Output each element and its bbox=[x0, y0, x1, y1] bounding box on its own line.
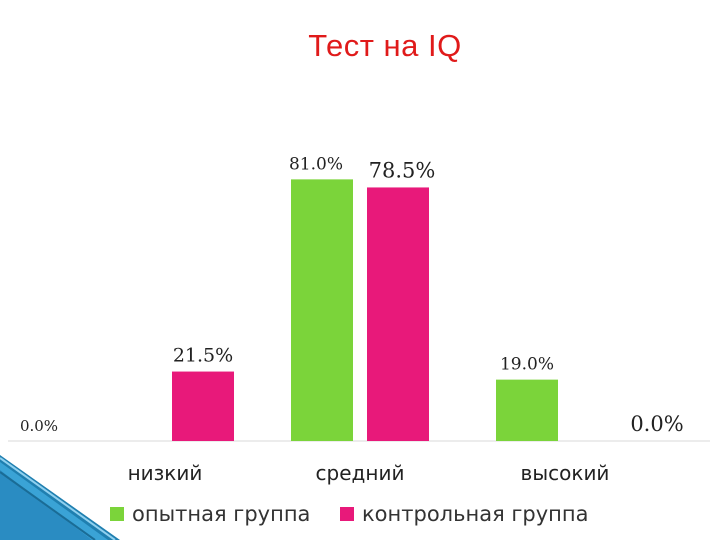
data-label-experimental-1: 81.0% bbox=[289, 154, 343, 174]
legend-swatch-experimental bbox=[110, 507, 124, 521]
legend: опытная группа контрольная группа bbox=[0, 502, 720, 532]
chart-title: Тест на IQ bbox=[308, 28, 462, 63]
legend-label-experimental: опытная группа bbox=[132, 502, 311, 526]
legend-label-control: контрольная группа bbox=[362, 502, 589, 526]
bar-experimental-1 bbox=[291, 179, 353, 441]
data-label-experimental-2: 19.0% bbox=[500, 355, 554, 375]
data-label-control-0: 21.5% bbox=[173, 345, 233, 367]
legend-swatch-control bbox=[340, 507, 354, 521]
bar-control-0 bbox=[172, 371, 234, 441]
bar-experimental-2 bbox=[496, 379, 558, 441]
data-label-control-2: 0.0% bbox=[630, 412, 683, 436]
legend-item-control: контрольная группа bbox=[340, 502, 589, 526]
category-labels-layer: низкий средний высокий bbox=[128, 461, 610, 485]
category-label-2: высокий bbox=[521, 461, 610, 485]
bars-layer bbox=[172, 179, 558, 441]
bar-control-1 bbox=[367, 187, 429, 441]
data-label-control-1: 78.5% bbox=[369, 158, 436, 182]
data-label-experimental-0: 0.0% bbox=[20, 417, 58, 435]
data-labels-layer: 0.0% 21.5% 81.0% 78.5% 19.0% 0.0% bbox=[20, 154, 684, 436]
legend-item-experimental: опытная группа bbox=[110, 502, 310, 526]
category-label-0: низкий bbox=[128, 461, 203, 485]
category-label-1: средний bbox=[316, 461, 405, 485]
